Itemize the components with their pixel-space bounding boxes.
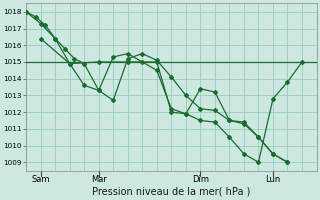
X-axis label: Pression niveau de la mer( hPa ): Pression niveau de la mer( hPa ) — [92, 187, 251, 197]
